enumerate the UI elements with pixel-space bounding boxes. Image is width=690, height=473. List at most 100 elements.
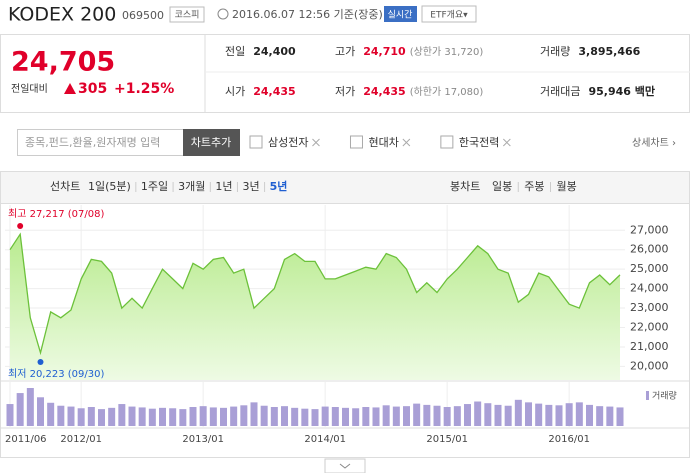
line	[9, 232, 621, 356]
market-badge	[169, 6, 205, 23]
volume-bar	[616, 407, 624, 426]
volume-bar	[291, 407, 299, 426]
quote-value: 3,895,466	[578, 45, 640, 58]
period-bar	[0, 171, 690, 204]
volume-bar	[179, 409, 187, 426]
legend-swatch	[646, 391, 649, 400]
volume-bar	[311, 409, 319, 426]
volume-bar	[321, 406, 329, 426]
volume-bar	[209, 407, 217, 426]
volume-bar	[47, 402, 55, 426]
candle-period[interactable]: 월봉	[557, 180, 577, 193]
etf-button[interactable]	[421, 5, 477, 23]
low-marker	[37, 359, 44, 366]
volume-bar	[342, 407, 349, 426]
price: 24,705	[11, 47, 115, 78]
volume-bar	[474, 401, 482, 426]
volume-bar	[169, 408, 177, 426]
compare-label[interactable]: 현대차	[368, 136, 398, 149]
quote-item: 전일 24,400	[225, 44, 296, 58]
volume-bar	[189, 407, 197, 426]
volume-bar	[138, 407, 146, 426]
candle-period[interactable]: 일봉	[492, 179, 512, 193]
volume-bar	[250, 402, 258, 426]
volume-bar	[484, 403, 492, 426]
add-button-label[interactable]: 차트추가	[191, 136, 231, 149]
volume-bar	[413, 403, 421, 426]
volume-bar	[220, 407, 227, 426]
volume-bar	[118, 404, 126, 426]
volume-bar	[575, 402, 583, 426]
volume-bar	[230, 406, 238, 426]
quote-label: 고가	[335, 45, 355, 58]
realtime-badge[interactable]	[384, 6, 417, 22]
quote-label: 시가	[225, 85, 245, 98]
y-tick-label: 20,000	[630, 359, 669, 372]
volume-bar	[403, 406, 410, 426]
volume-bar	[87, 407, 95, 426]
y-tick-label: 22,000	[630, 321, 669, 334]
detail-link[interactable]: 상세차트 ›	[632, 137, 676, 149]
checkbox[interactable]	[440, 135, 454, 149]
remove-icon[interactable]	[402, 138, 411, 147]
quote-value: 24,435	[363, 85, 405, 98]
high-label: 최고 27,217 (07/08)	[8, 208, 104, 220]
etf[interactable]: ETF개요▾	[430, 10, 468, 21]
volume-bar	[382, 405, 390, 426]
quote-value: 95,946 백만	[588, 84, 655, 98]
x-tick-label: 2014/01	[304, 434, 346, 445]
volume-bar	[433, 405, 441, 426]
collapse-button[interactable]	[324, 458, 366, 473]
volume-bar	[362, 407, 370, 426]
quote-note: (상한가 31,720)	[410, 46, 484, 58]
compare-label[interactable]: 한국전력	[459, 136, 499, 149]
candle-period[interactable]: 주봉	[524, 180, 544, 193]
volume-bar	[464, 404, 471, 426]
time: 2016.06.07 12:56 기준(장중)	[232, 8, 383, 21]
change-label: 전일대비	[11, 83, 48, 95]
period[interactable]: 5년	[270, 179, 288, 193]
volume-bar	[77, 408, 85, 426]
collapse-icon[interactable]	[339, 463, 351, 469]
stock-code: 069500	[122, 9, 164, 22]
volume-bar	[392, 406, 400, 426]
quote-item: 저가 24,435 (하한가 17,080)	[335, 85, 483, 98]
period[interactable]: 3개월	[178, 180, 205, 193]
quote-label: 저가	[335, 85, 355, 98]
remove-icon[interactable]	[312, 138, 320, 147]
volume-bar	[57, 405, 65, 426]
y-tick-label: 23,000	[630, 301, 669, 314]
high-marker	[17, 223, 24, 230]
volume-bar	[443, 407, 451, 426]
period[interactable]: 3년	[242, 180, 259, 193]
volume-bar	[6, 404, 14, 426]
volume-bar	[423, 404, 431, 426]
period[interactable]: 1일(5분)	[88, 179, 131, 193]
up-icon	[64, 83, 76, 94]
realtime[interactable]: 실시간	[388, 10, 413, 21]
compare-label[interactable]: 삼성전자	[268, 136, 308, 149]
volume-bar	[98, 409, 105, 426]
period[interactable]: 1주일	[141, 179, 168, 193]
checkbox[interactable]	[249, 135, 263, 149]
volume-bar	[372, 407, 380, 426]
search-placeholder[interactable]: 종목,펀드,환율,원자재명 입력	[25, 136, 160, 149]
y-tick-label: 27,000	[630, 223, 669, 236]
period[interactable]: 1년	[215, 180, 232, 193]
volume-bar	[453, 406, 461, 426]
checkbox[interactable]	[349, 135, 363, 149]
quote-value: 24,710	[363, 45, 406, 58]
change: 305	[78, 81, 107, 97]
x-tick-label: 2016/01	[548, 434, 590, 445]
add-button[interactable]	[183, 129, 240, 156]
x-tick-label: 2011/06	[5, 434, 47, 445]
volume-bar	[37, 397, 44, 426]
y-tick-label: 21,000	[630, 340, 669, 353]
volume-bar	[545, 404, 553, 426]
quote-item: 거래대금 95,946 백만	[540, 84, 655, 98]
volume-bar	[331, 407, 339, 426]
remove-icon[interactable]	[502, 138, 511, 147]
search-input[interactable]	[17, 129, 184, 156]
quote-item: 고가 24,710 (상한가 31,720)	[335, 45, 483, 58]
